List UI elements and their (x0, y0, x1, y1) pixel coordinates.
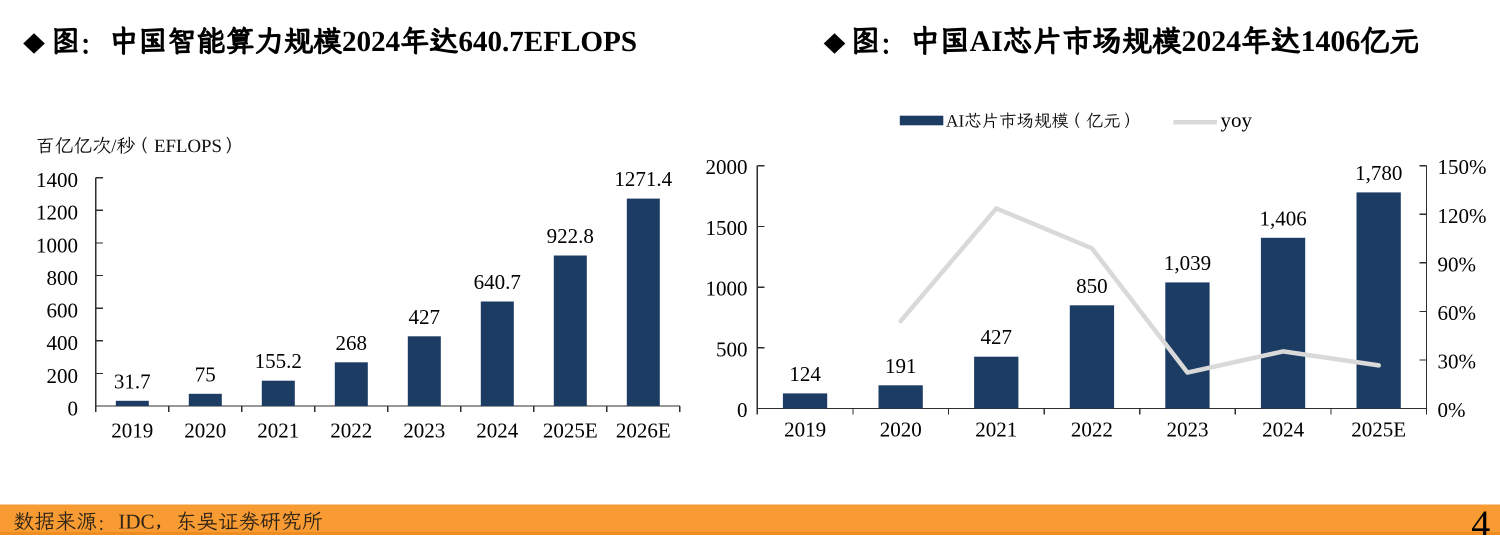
svg-text:60%: 60% (1438, 301, 1477, 325)
svg-text:2019: 2019 (784, 418, 826, 442)
svg-text:0%: 0% (1438, 398, 1466, 422)
svg-text:120%: 120% (1438, 204, 1487, 228)
svg-text:2023: 2023 (1167, 418, 1209, 442)
svg-text:30%: 30% (1438, 349, 1477, 373)
svg-text:400: 400 (47, 331, 79, 355)
svg-text:124: 124 (789, 362, 821, 386)
svg-text:1,406: 1,406 (1259, 206, 1306, 230)
svg-text:yoy: yoy (1221, 108, 1253, 132)
svg-text:600: 600 (47, 299, 79, 323)
svg-text:2024: 2024 (476, 419, 519, 443)
svg-text:1,780: 1,780 (1355, 161, 1402, 185)
svg-text:200: 200 (47, 364, 79, 388)
svg-text:922.8: 922.8 (547, 224, 594, 248)
svg-text:2023: 2023 (403, 419, 445, 443)
svg-text:150%: 150% (1438, 155, 1487, 179)
svg-text:2000: 2000 (706, 155, 748, 179)
svg-text:427: 427 (981, 325, 1013, 349)
svg-text:0: 0 (737, 398, 748, 422)
svg-text:1500: 1500 (706, 216, 748, 240)
svg-text:2025E: 2025E (543, 419, 598, 443)
svg-text:2022: 2022 (330, 419, 372, 443)
svg-text:1,039: 1,039 (1164, 251, 1211, 275)
svg-text:1200: 1200 (36, 201, 78, 225)
svg-text:1000: 1000 (36, 233, 78, 257)
svg-text:90%: 90% (1438, 252, 1477, 276)
svg-text:268: 268 (336, 331, 368, 355)
svg-text:640.7: 640.7 (474, 270, 521, 294)
svg-text:1271.4: 1271.4 (614, 167, 672, 191)
svg-text:75: 75 (195, 362, 216, 386)
svg-text:2020: 2020 (880, 418, 922, 442)
svg-text:2026E: 2026E (616, 419, 671, 443)
svg-text:1400: 1400 (36, 168, 78, 192)
svg-text:500: 500 (716, 337, 748, 361)
svg-text:1000: 1000 (706, 277, 748, 301)
svg-text:31.7: 31.7 (114, 369, 151, 393)
svg-text:155.2: 155.2 (255, 349, 302, 373)
svg-text:2022: 2022 (1071, 418, 1113, 442)
svg-text:850: 850 (1076, 274, 1108, 298)
svg-text:0: 0 (68, 397, 79, 421)
svg-text:2019: 2019 (111, 419, 153, 443)
svg-text:2020: 2020 (184, 419, 226, 443)
svg-text:191: 191 (885, 354, 917, 378)
svg-text:2024: 2024 (1262, 418, 1305, 442)
svg-text:2021: 2021 (975, 418, 1017, 442)
svg-text:800: 800 (47, 266, 79, 290)
svg-text:2025E: 2025E (1351, 418, 1406, 442)
svg-text:4: 4 (1471, 504, 1490, 536)
svg-text:2021: 2021 (257, 419, 299, 443)
svg-text:427: 427 (409, 305, 441, 329)
